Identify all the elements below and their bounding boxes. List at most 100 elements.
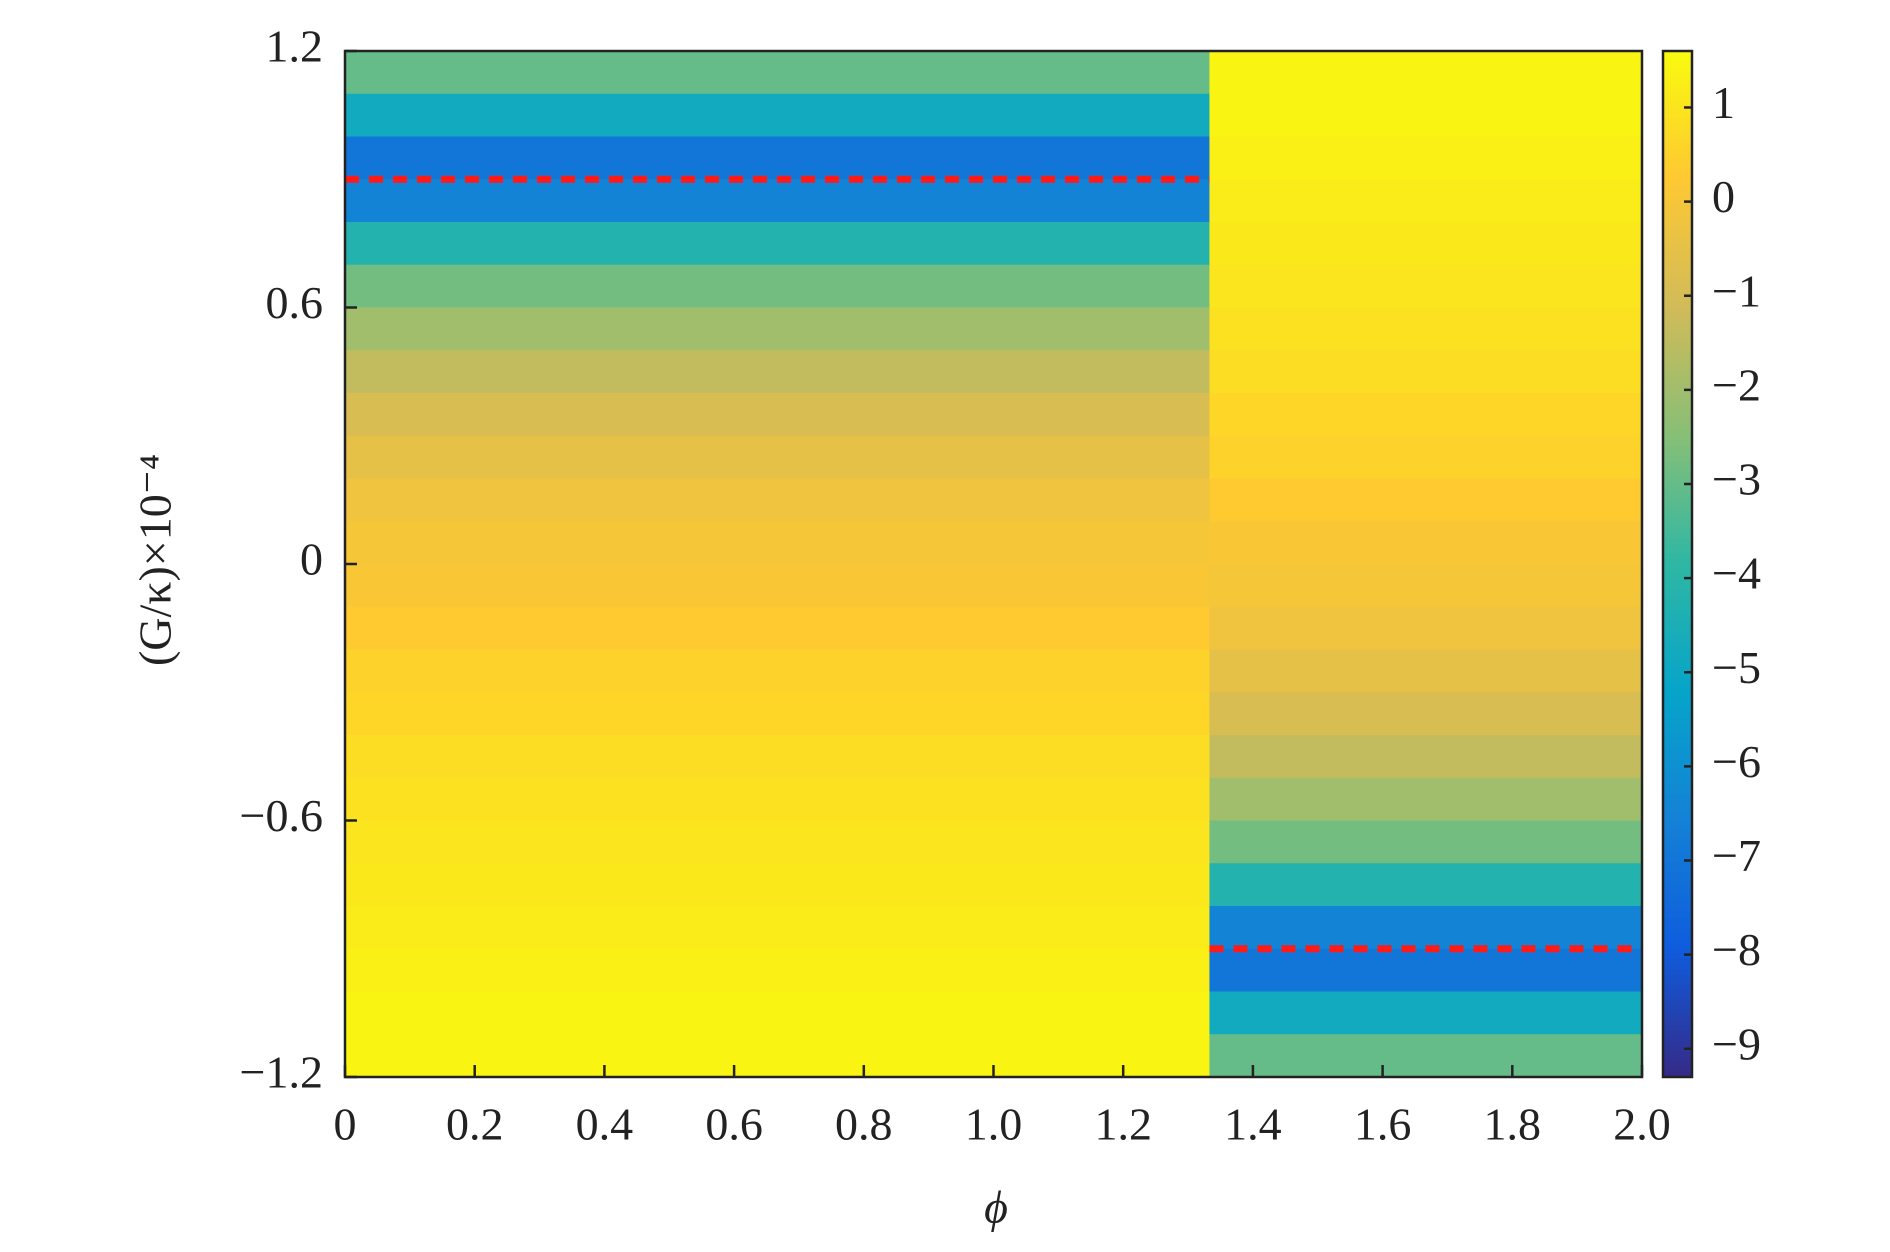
heatmap-cell xyxy=(345,307,1210,351)
colorbar-segment xyxy=(1663,825,1692,832)
heatmap-cell xyxy=(345,906,1210,950)
colorbar-segment xyxy=(1663,851,1692,858)
colorbar-segment xyxy=(1663,733,1692,740)
colorbar-segment xyxy=(1663,168,1692,175)
colorbar-segment xyxy=(1663,522,1692,529)
heatmap-cell xyxy=(345,1034,1210,1078)
colorbar-segment xyxy=(1663,794,1692,801)
colorbar-segment xyxy=(1663,543,1692,550)
colorbar-segment xyxy=(1663,640,1692,647)
colorbar-segment xyxy=(1663,789,1692,796)
y-axis-label: (G/κ)×10⁻⁴ xyxy=(130,454,181,666)
colorbar-segment xyxy=(1663,1025,1692,1032)
colorbar-tick-label: −7 xyxy=(1712,830,1761,881)
heatmap-cell xyxy=(345,692,1210,736)
colorbar-segment xyxy=(1663,533,1692,539)
colorbar-segment xyxy=(1663,830,1692,837)
colorbar-segment xyxy=(1663,133,1692,139)
colorbar-segment xyxy=(1663,707,1692,714)
colorbar-segment xyxy=(1663,907,1692,914)
colorbar-segment xyxy=(1663,215,1692,221)
heatmap-cell xyxy=(1209,948,1643,992)
heatmap-cell xyxy=(1209,564,1643,608)
colorbar-segment xyxy=(1663,1041,1692,1047)
colorbar-segment xyxy=(1663,1035,1692,1042)
colorbar-segment xyxy=(1663,943,1692,950)
colorbar-segment xyxy=(1663,333,1692,339)
colorbar-segment xyxy=(1663,415,1692,421)
x-axis-label: ϕ xyxy=(984,1182,1008,1233)
colorbar-segment xyxy=(1663,210,1692,216)
colorbar-segment xyxy=(1663,687,1692,693)
colorbar-segment xyxy=(1663,97,1692,103)
x-tick-label: 2.0 xyxy=(1613,1099,1671,1150)
colorbar-segment xyxy=(1663,307,1692,314)
colorbar-segment xyxy=(1663,389,1692,396)
heatmap-cell xyxy=(1209,136,1643,180)
colorbar-segment xyxy=(1663,917,1692,924)
colorbar-segment xyxy=(1663,774,1692,781)
x-tick-label: 0.8 xyxy=(835,1099,893,1150)
colorbar-segment xyxy=(1663,102,1692,109)
colorbar-segment xyxy=(1663,338,1692,345)
colorbar-segment xyxy=(1663,912,1692,919)
colorbar-tick-label: −1 xyxy=(1712,265,1761,316)
heatmap-cell xyxy=(1209,435,1643,479)
colorbar-segment xyxy=(1663,297,1692,303)
colorbar-segment xyxy=(1663,928,1692,934)
colorbar-segment xyxy=(1663,420,1692,427)
colorbar-segment xyxy=(1663,779,1692,786)
x-tick-label: 0.4 xyxy=(576,1099,634,1150)
heatmap-cell xyxy=(1209,93,1643,137)
heatmap-cell xyxy=(1209,264,1643,308)
colorbar-segment xyxy=(1663,681,1692,688)
heatmap-cell xyxy=(345,863,1210,907)
colorbar-segment xyxy=(1663,1061,1692,1068)
colorbar-segment xyxy=(1663,230,1692,237)
colorbar-segment xyxy=(1663,302,1692,309)
colorbar-segment xyxy=(1663,835,1692,842)
heatmap-cell xyxy=(345,478,1210,522)
heatmap-cell xyxy=(1209,820,1643,864)
colorbar-segment xyxy=(1663,92,1692,98)
colorbar-segment xyxy=(1663,461,1692,468)
x-tick-label: 1.6 xyxy=(1354,1099,1412,1150)
colorbar-segment xyxy=(1663,799,1692,806)
colorbar-segment xyxy=(1663,1066,1692,1073)
colorbar-segment xyxy=(1663,430,1692,437)
colorbar-segment xyxy=(1663,876,1692,883)
heatmap-cell xyxy=(345,521,1210,565)
colorbar-segment xyxy=(1663,245,1692,252)
colorbar-tick-label: 1 xyxy=(1712,77,1735,128)
colorbar-segment xyxy=(1663,492,1692,498)
colorbar-segment xyxy=(1663,204,1692,211)
heatmap-cell xyxy=(1209,777,1643,821)
colorbar-segment xyxy=(1663,620,1692,627)
colorbar-segment xyxy=(1663,517,1692,524)
colorbar-segment xyxy=(1663,348,1692,355)
heatmap-cell xyxy=(345,777,1210,821)
colorbar-segment xyxy=(1663,476,1692,483)
colorbar-segment xyxy=(1663,666,1692,673)
colorbar-segment xyxy=(1663,630,1692,637)
heatmap-cell xyxy=(345,606,1210,650)
colorbar-segment xyxy=(1663,107,1692,114)
colorbar-segment xyxy=(1663,769,1692,775)
colorbar-segment xyxy=(1663,471,1692,478)
colorbar-segment xyxy=(1663,256,1692,262)
y-tick-label: −1.2 xyxy=(240,1047,323,1098)
colorbar-segment xyxy=(1663,343,1692,350)
heatmap-cell xyxy=(345,435,1210,479)
colorbar-segment xyxy=(1663,856,1692,863)
colorbar-segment xyxy=(1663,399,1692,406)
colorbar-segment xyxy=(1663,312,1692,319)
colorbar-segment xyxy=(1663,558,1692,565)
colorbar-segment xyxy=(1663,646,1692,652)
colorbar-segment xyxy=(1663,994,1692,1001)
x-tick-label: 1.0 xyxy=(965,1099,1023,1150)
colorbar-segment xyxy=(1663,456,1692,462)
colorbar-segment xyxy=(1663,656,1692,663)
x-tick-label: 0.6 xyxy=(705,1099,763,1150)
colorbar-segment xyxy=(1663,948,1692,955)
colorbar-tick-label: −3 xyxy=(1712,454,1761,505)
